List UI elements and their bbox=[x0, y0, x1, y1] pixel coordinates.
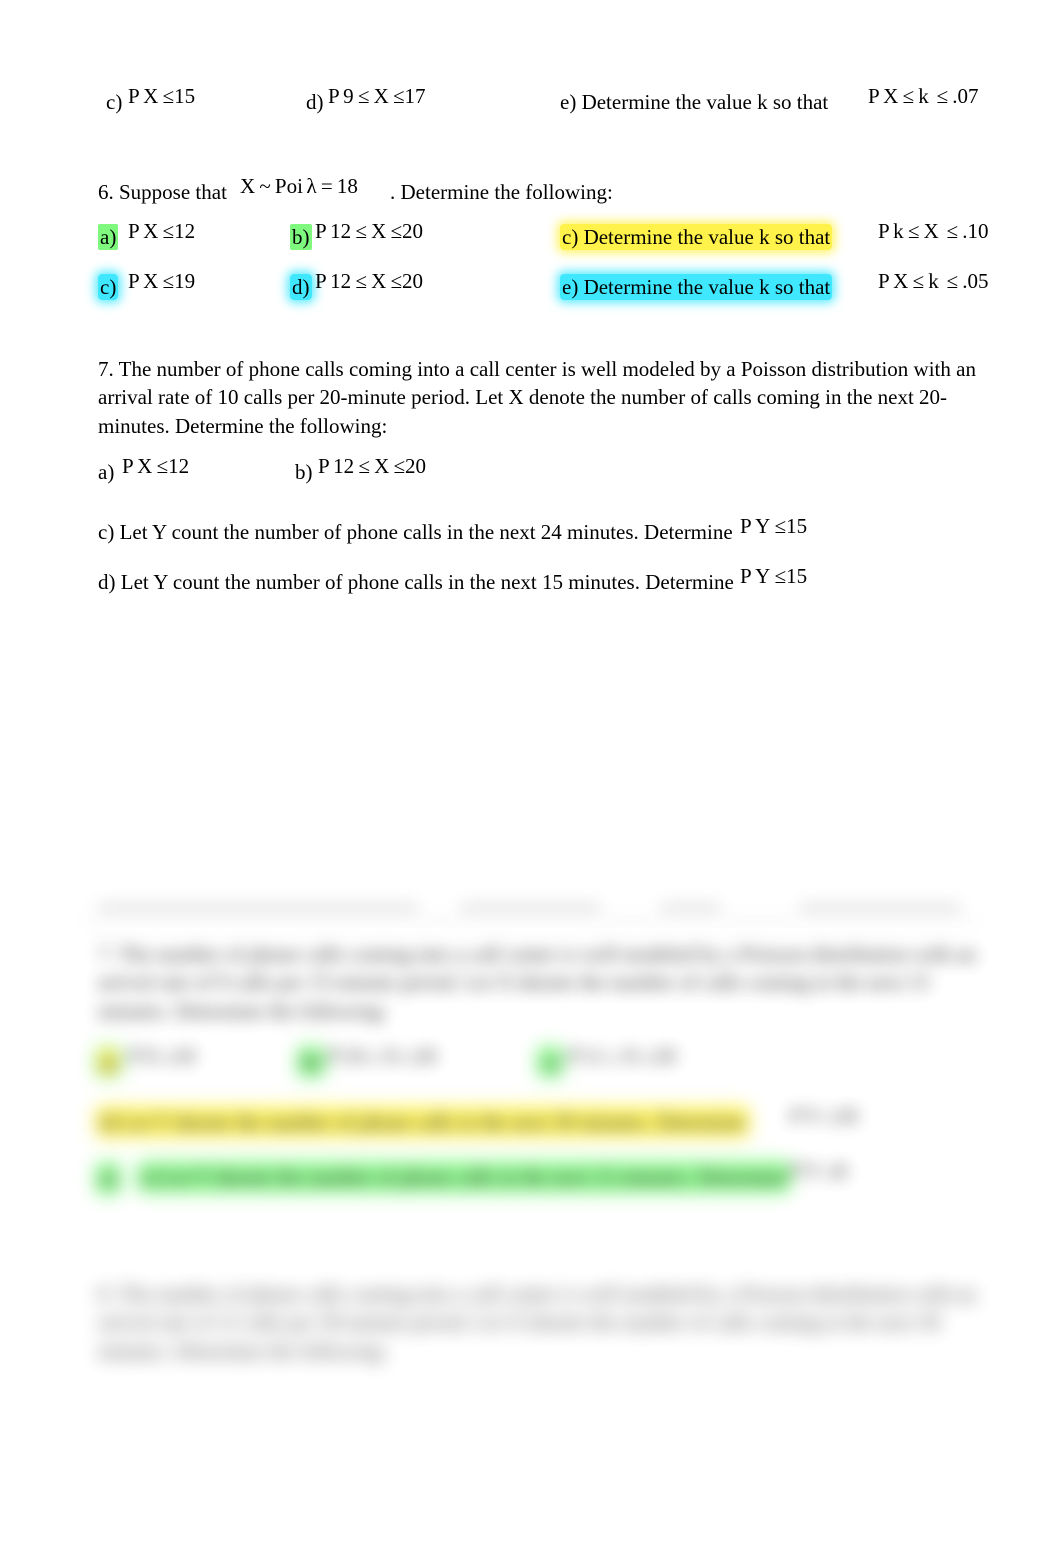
q7-c-text: c) Let Y count the number of phone calls… bbox=[98, 520, 733, 545]
expr-e: P X ≤ k ≤ .07 bbox=[868, 84, 978, 109]
q7-a-label: a) bbox=[98, 460, 114, 485]
q6-intro-a: 6. Suppose that bbox=[98, 180, 227, 205]
q6-d-label: d) bbox=[290, 274, 312, 300]
blur-para-2: 8. The number of phone calls coming into… bbox=[98, 1280, 998, 1365]
expr-d: P 9 ≤ X ≤17 bbox=[328, 84, 429, 109]
q6-a-label: a) bbox=[98, 224, 118, 250]
text-e: e) Determine the value k so that bbox=[560, 90, 828, 115]
frag-3 bbox=[660, 906, 720, 909]
blur-d-line: d) Let Y denote the number of phone call… bbox=[98, 1109, 747, 1135]
q6-c-text: c) Determine the value k so that bbox=[560, 224, 832, 250]
blur-e-bullet: e) bbox=[98, 1165, 118, 1192]
q6-d-expr: P 12 ≤ X ≤20 bbox=[315, 269, 427, 294]
q7-b-label: b) bbox=[295, 460, 313, 485]
q6-b-expr: P 12 ≤ X ≤20 bbox=[315, 219, 427, 244]
q6-b-label: b) bbox=[290, 224, 312, 250]
blur-e-expr: P Y ≤8 bbox=[790, 1159, 850, 1184]
blur-b-expr: P 10 ≤ X ≤18 bbox=[328, 1044, 440, 1069]
frag-2 bbox=[460, 906, 600, 909]
q6-intro-b: . Determine the following: bbox=[390, 180, 613, 205]
q7-a-expr: P X ≤12 bbox=[122, 454, 193, 479]
blur-b-label: b) bbox=[300, 1049, 322, 1075]
blur-c-expr: P 11 ≤ X ≤18 bbox=[568, 1044, 679, 1069]
q7-d-expr: P Y ≤15 bbox=[740, 564, 811, 589]
q7-intro: 7. The number of phone calls coming into… bbox=[98, 355, 998, 440]
q6-intro-math: X ~ Poi λ = 18 bbox=[240, 174, 361, 199]
frag-1 bbox=[98, 906, 418, 909]
blur-d-expr: P Y ≤18 bbox=[790, 1104, 861, 1129]
frag-4 bbox=[800, 906, 960, 909]
q6-c2-expr: P X ≤19 bbox=[128, 269, 199, 294]
blur-para-1: 7. The number of phone calls coming into… bbox=[98, 940, 998, 1025]
label-d: d) bbox=[306, 90, 324, 115]
expr-c: P X ≤15 bbox=[128, 84, 199, 109]
blur-e-line: e) Let Y denote the number of phone call… bbox=[140, 1164, 788, 1190]
q6-e-text: e) Determine the value k so that bbox=[560, 274, 832, 300]
q7-c-expr: P Y ≤15 bbox=[740, 514, 811, 539]
q6-c-expr: P k ≤ X ≤ .10 bbox=[878, 219, 988, 244]
q7-d-text: d) Let Y count the number of phone calls… bbox=[98, 570, 734, 595]
q6-e-expr: P X ≤ k ≤ .05 bbox=[878, 269, 988, 294]
separator-line bbox=[85, 920, 975, 921]
blur-c-label: c) bbox=[540, 1049, 560, 1075]
q7-b-expr: P 12 ≤ X ≤20 bbox=[318, 454, 430, 479]
q6-a-expr: P X ≤12 bbox=[128, 219, 199, 244]
q6-c2-label: c) bbox=[98, 274, 118, 300]
label-c: c) bbox=[106, 90, 122, 115]
blur-a-expr: P X ≤10 bbox=[128, 1044, 199, 1069]
blur-a-label: a) bbox=[98, 1049, 118, 1075]
